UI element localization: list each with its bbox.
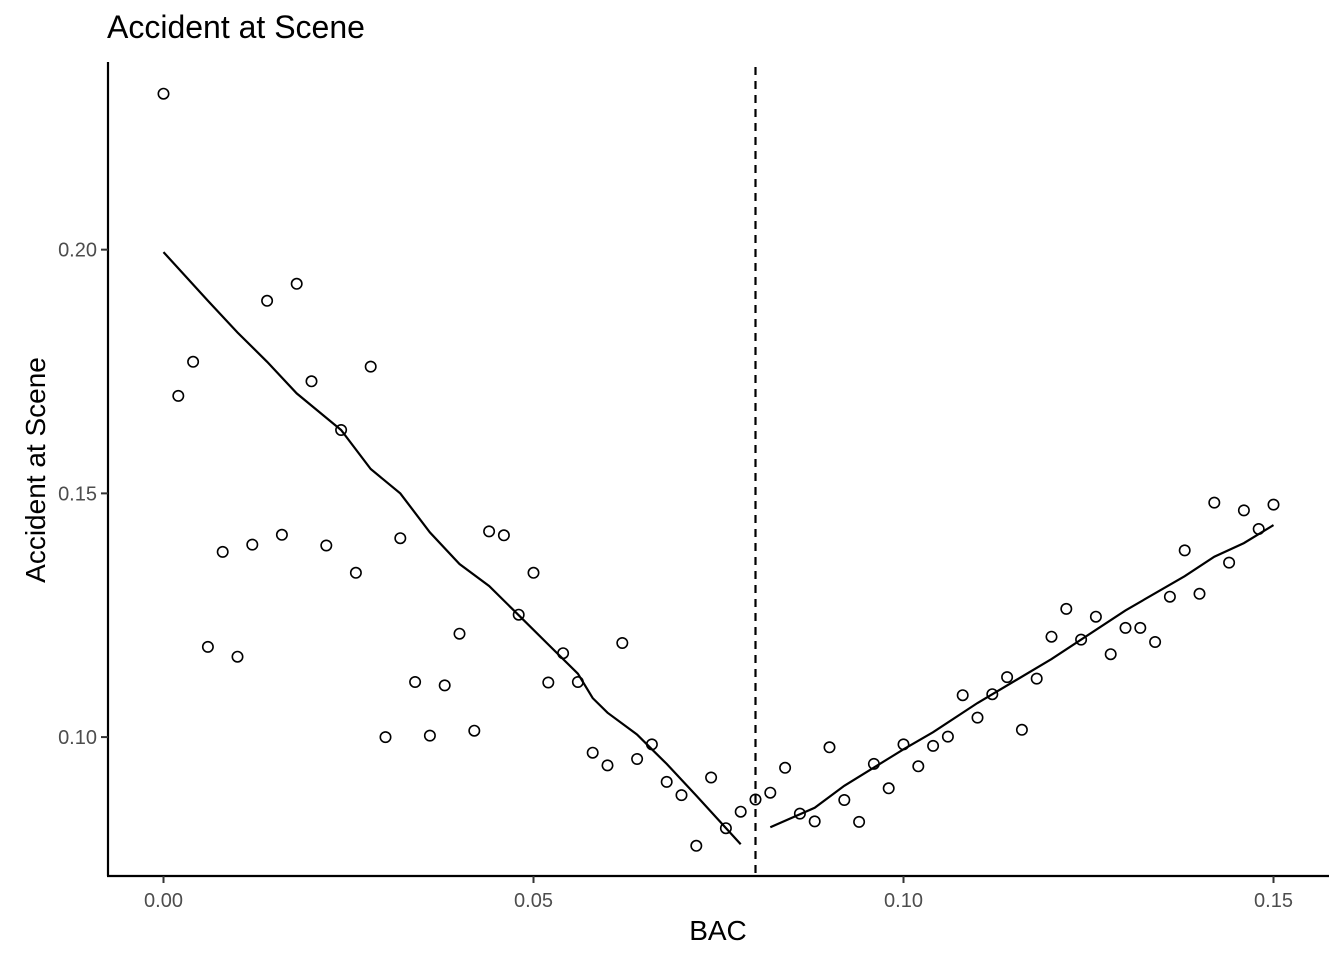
data-point (616, 636, 629, 649)
y-axis-title: Accident at Scene (20, 357, 51, 583)
data-point (823, 741, 836, 754)
data-point (897, 738, 910, 751)
fit-line-below-cutoff (162, 251, 742, 846)
data-point (631, 752, 644, 765)
data-point (275, 528, 288, 541)
x-axis-title: BAC (689, 915, 747, 946)
plot-area (157, 67, 1280, 876)
data-point (1045, 630, 1058, 643)
data-point (409, 675, 422, 688)
x-tick-label: 0.15 (1254, 890, 1293, 912)
data-point (867, 757, 880, 770)
data-point (793, 807, 806, 820)
data-point (1237, 504, 1250, 517)
data-point (364, 360, 377, 373)
data-point (261, 294, 274, 307)
data-point (1089, 610, 1102, 623)
data-point (527, 566, 540, 579)
data-point (231, 650, 244, 663)
data-point (201, 640, 214, 653)
data-point (912, 760, 925, 773)
data-point (764, 786, 777, 799)
data-point (246, 538, 259, 551)
data-point (1208, 496, 1221, 509)
data-point (1119, 621, 1132, 634)
data-point (453, 627, 466, 640)
data-point (187, 355, 200, 368)
chart-title: Accident at Scene (107, 9, 365, 45)
data-point (379, 731, 392, 744)
data-point (1252, 522, 1265, 535)
data-point (438, 679, 451, 692)
data-point (557, 647, 570, 660)
fit-line-above-cutoff (769, 524, 1275, 829)
data-point (853, 815, 866, 828)
data-point (1030, 672, 1043, 685)
data-point (675, 789, 688, 802)
data-point (1193, 587, 1206, 600)
data-point (335, 423, 348, 436)
data-point (571, 675, 584, 688)
data-point (645, 738, 658, 751)
data-point (956, 689, 969, 702)
data-point (1178, 544, 1191, 557)
data-point (349, 566, 362, 579)
data-point (172, 389, 185, 402)
data-point (1163, 590, 1176, 603)
data-point (1075, 633, 1088, 646)
data-point (586, 746, 599, 759)
data-point (719, 822, 732, 835)
data-point (927, 739, 940, 752)
data-point (423, 729, 436, 742)
data-point (838, 793, 851, 806)
data-point (542, 676, 555, 689)
data-point (882, 782, 895, 795)
data-point (1015, 723, 1028, 736)
y-axis-ticks: 0.10 0.15 0.20 (58, 240, 108, 749)
data-point (749, 793, 762, 806)
data-point (157, 87, 170, 100)
x-tick-label: 0.05 (514, 890, 553, 912)
data-point (779, 761, 792, 774)
data-point (601, 759, 614, 772)
data-point (305, 375, 318, 388)
y-tick-label: 0.15 (58, 483, 97, 505)
data-point (1134, 621, 1147, 634)
data-point (690, 839, 703, 852)
data-point (705, 771, 718, 784)
data-point (971, 711, 984, 724)
data-point (497, 529, 510, 542)
data-point (483, 525, 496, 538)
x-tick-label: 0.10 (884, 890, 923, 912)
data-point (512, 608, 525, 621)
data-point (986, 688, 999, 701)
data-point (468, 724, 481, 737)
data-point (290, 277, 303, 290)
y-tick-label: 0.10 (58, 727, 97, 749)
data-point (394, 532, 407, 545)
data-point (1060, 602, 1073, 615)
data-point (320, 539, 333, 552)
data-point (808, 815, 821, 828)
data-point (1104, 648, 1117, 661)
data-point (1149, 635, 1162, 648)
y-tick-label: 0.20 (58, 240, 97, 262)
data-point (734, 805, 747, 818)
data-point (1001, 671, 1014, 684)
data-point (660, 775, 673, 788)
x-tick-label: 0.00 (144, 890, 183, 912)
x-axis-ticks: 0.00 0.05 0.10 0.15 (144, 876, 1293, 912)
data-point (1223, 556, 1236, 569)
data-point (1267, 498, 1280, 511)
data-point (941, 730, 954, 743)
data-point (216, 545, 229, 558)
